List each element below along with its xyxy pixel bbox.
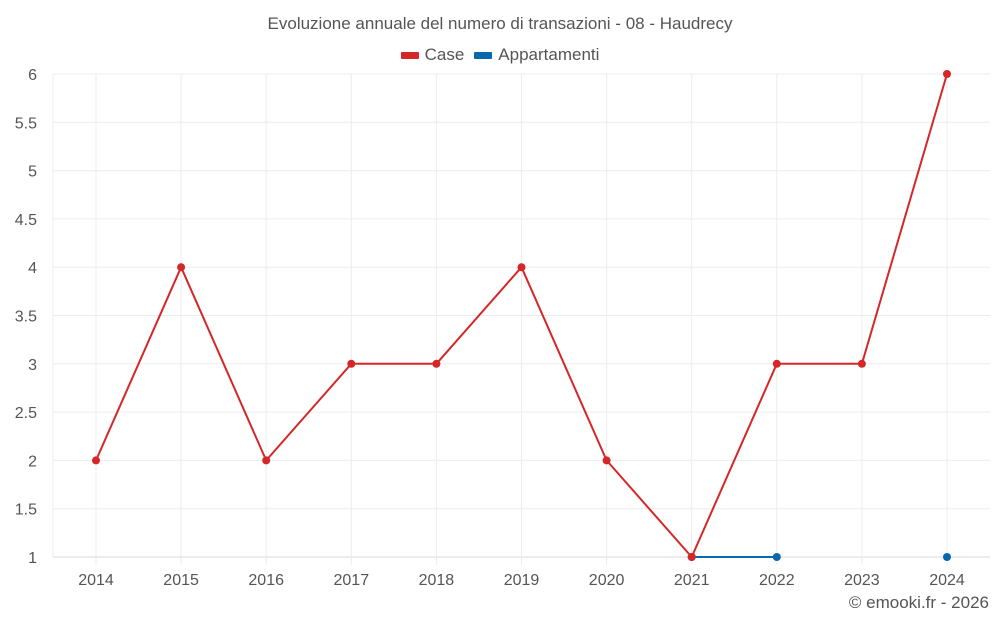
y-tick-label: 4 [28,260,37,277]
y-tick-label: 6 [28,67,37,84]
y-tick-label: 2.5 [15,405,37,422]
x-tick-label: 2018 [419,572,455,589]
y-tick-label: 1 [28,550,37,567]
legend-item-case[interactable]: Case [400,45,465,65]
data-point[interactable] [262,456,271,465]
y-tick-label: 5 [28,164,37,181]
data-point[interactable] [772,553,781,561]
series-lines [92,70,951,561]
data-point[interactable] [602,456,611,465]
data-point[interactable] [347,359,356,368]
y-axis: 1 1.5 2 2.5 3 3.5 4 4.5 5 5.5 6 [15,67,37,567]
x-tick-label: 2014 [78,572,114,589]
data-point[interactable] [517,263,526,272]
x-tick-label: 2017 [334,572,370,589]
chart-legend: Case Appartamenti [0,45,1000,65]
x-tick-label: 2024 [929,572,965,589]
legend-label-case: Case [424,45,465,64]
data-point[interactable] [857,359,866,368]
data-point[interactable] [943,70,951,78]
x-tick-label: 2022 [759,572,795,589]
data-point[interactable] [772,359,781,368]
chart-title: Evoluzione annuale del numero di transaz… [267,14,733,33]
x-tick-label: 2023 [844,572,880,589]
x-tick-label: 2019 [504,572,540,589]
x-tick-label: 2021 [674,572,710,589]
legend-swatch-appartamenti-icon [474,51,493,59]
copyright-credit: © emooki.fr - 2026 [848,593,989,612]
x-tick-label: 2020 [589,572,625,589]
y-tick-label: 5.5 [15,115,37,132]
data-point[interactable] [432,359,441,368]
x-tick-label: 2015 [163,572,199,589]
legend-label-appartamenti: Appartamenti [498,45,600,64]
data-point[interactable] [687,553,696,561]
x-tick-label: 2016 [248,572,284,589]
x-axis: 2014 2015 2016 2017 2018 2019 2020 2021 2022 2023… [78,572,965,589]
y-tick-label: 3 [28,357,37,374]
legend-item-appartamenti[interactable]: Appartamenti [474,45,599,65]
y-tick-label: 1.5 [15,502,37,519]
y-tick-label: 3.5 [15,309,37,326]
data-point[interactable] [177,263,186,272]
series-case [92,70,951,561]
y-tick-label: 2 [28,453,37,470]
data-point[interactable] [943,553,951,561]
legend-swatch-case-icon [400,51,419,59]
data-point[interactable] [92,456,100,465]
grid-lines [52,73,990,565]
y-tick-label: 4.5 [15,212,37,229]
